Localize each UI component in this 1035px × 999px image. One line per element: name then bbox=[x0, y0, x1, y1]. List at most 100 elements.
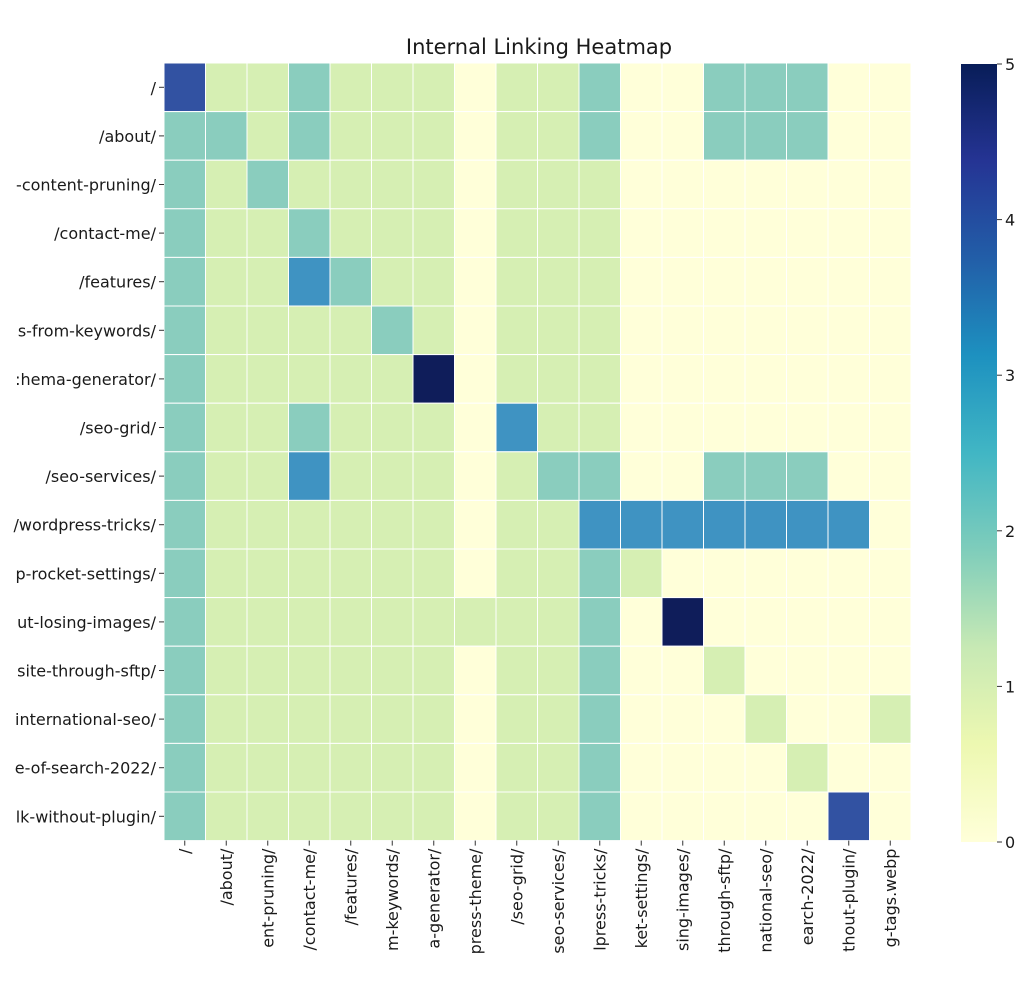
heatmap-cell bbox=[288, 645, 331, 696]
heatmap-cell bbox=[454, 305, 497, 356]
heatmap-cell bbox=[163, 62, 206, 113]
heatmap-cell bbox=[454, 791, 497, 842]
heatmap-cell bbox=[827, 791, 870, 842]
heatmap-cell bbox=[827, 111, 870, 161]
heatmap-cell bbox=[371, 548, 414, 599]
colorbar-tick-label: 4 bbox=[1005, 211, 1015, 230]
heatmap-cell bbox=[620, 354, 663, 404]
heatmap-cell bbox=[786, 694, 829, 744]
heatmap-cell bbox=[371, 111, 414, 161]
heatmap-cell bbox=[495, 354, 538, 404]
heatmap-cell bbox=[869, 354, 912, 404]
heatmap-cell bbox=[620, 499, 663, 550]
heatmap-cell bbox=[371, 499, 414, 550]
row-label: /contact-me/ bbox=[54, 224, 156, 243]
heatmap-cell bbox=[869, 208, 912, 258]
heatmap-cell bbox=[163, 354, 206, 404]
heatmap-cell bbox=[661, 111, 704, 161]
heatmap-cell bbox=[620, 62, 663, 113]
heatmap-cell bbox=[537, 597, 580, 647]
heatmap-cell bbox=[786, 548, 829, 599]
heatmap-cell bbox=[744, 742, 787, 793]
row-label: ut-losing-images/ bbox=[17, 613, 156, 632]
heatmap-cell bbox=[620, 208, 663, 258]
heatmap-cell bbox=[869, 499, 912, 550]
heatmap-cell bbox=[703, 548, 746, 599]
heatmap-cell bbox=[495, 62, 538, 113]
heatmap-cell bbox=[454, 159, 497, 210]
heatmap-cell bbox=[412, 62, 455, 113]
heatmap-cell bbox=[661, 645, 704, 696]
heatmap-cell bbox=[786, 354, 829, 404]
heatmap-cell bbox=[288, 256, 331, 307]
heatmap-cell bbox=[246, 597, 289, 647]
column-label: lpress-tricks/ bbox=[591, 848, 610, 951]
heatmap-cell bbox=[661, 354, 704, 404]
heatmap-cell bbox=[454, 402, 497, 453]
heatmap-cell bbox=[744, 305, 787, 356]
heatmap-cell bbox=[288, 402, 331, 453]
heatmap-cell bbox=[246, 208, 289, 258]
heatmap-cell bbox=[744, 402, 787, 453]
heatmap-cell bbox=[246, 451, 289, 501]
heatmap-cell bbox=[744, 62, 787, 113]
heatmap-cell bbox=[744, 694, 787, 744]
column-label: sing-images/ bbox=[674, 848, 693, 951]
heatmap-cell bbox=[288, 791, 331, 842]
heatmap-cell bbox=[412, 451, 455, 501]
heatmap-cell bbox=[288, 742, 331, 793]
heatmap-cell bbox=[578, 597, 621, 647]
heatmap-cell bbox=[163, 645, 206, 696]
heatmap-cell bbox=[537, 256, 580, 307]
row-label: /wordpress-tricks/ bbox=[14, 516, 157, 535]
heatmap-cell bbox=[163, 159, 206, 210]
column-label: ket-settings/ bbox=[632, 848, 651, 948]
heatmap-cell bbox=[537, 451, 580, 501]
heatmap-cell bbox=[288, 305, 331, 356]
row-label: :hema-generator/ bbox=[15, 370, 157, 389]
heatmap-cell bbox=[412, 597, 455, 647]
heatmap-cell bbox=[537, 159, 580, 210]
colorbar-tick-label: 1 bbox=[1005, 677, 1015, 696]
heatmap-cell bbox=[329, 645, 372, 696]
heatmap-cell bbox=[288, 451, 331, 501]
row-label: /about/ bbox=[99, 127, 157, 146]
heatmap-cell bbox=[869, 256, 912, 307]
heatmap-cell bbox=[371, 402, 414, 453]
heatmap-cell bbox=[661, 305, 704, 356]
heatmap-cell bbox=[412, 645, 455, 696]
heatmap-cell bbox=[163, 597, 206, 647]
heatmap-cell bbox=[454, 354, 497, 404]
heatmap-cell bbox=[703, 208, 746, 258]
heatmap-cell bbox=[869, 548, 912, 599]
heatmap-cell bbox=[537, 499, 580, 550]
heatmap-cell bbox=[578, 111, 621, 161]
heatmap-cell bbox=[744, 791, 787, 842]
heatmap-cell bbox=[620, 451, 663, 501]
heatmap-cell bbox=[246, 694, 289, 744]
heatmap-cell bbox=[329, 451, 372, 501]
heatmap-cell bbox=[703, 451, 746, 501]
heatmap-cell bbox=[329, 159, 372, 210]
heatmap-cell bbox=[329, 402, 372, 453]
heatmap-cell bbox=[869, 645, 912, 696]
heatmap-cell bbox=[454, 548, 497, 599]
colorbar bbox=[961, 64, 997, 842]
row-label: /seo-grid/ bbox=[80, 419, 157, 438]
heatmap-cell bbox=[163, 451, 206, 501]
heatmap-cell bbox=[246, 62, 289, 113]
heatmap-cell bbox=[703, 159, 746, 210]
heatmap-cell bbox=[661, 791, 704, 842]
heatmap-cell bbox=[495, 791, 538, 842]
heatmap-cell bbox=[620, 742, 663, 793]
heatmap-cell bbox=[288, 62, 331, 113]
heatmap-cell bbox=[205, 111, 248, 161]
heatmap-cell bbox=[827, 742, 870, 793]
heatmap-cell bbox=[786, 62, 829, 113]
column-label: a-generator/ bbox=[425, 848, 444, 949]
heatmap-cell bbox=[412, 305, 455, 356]
column-label: ent-pruning/ bbox=[259, 848, 278, 948]
heatmap-cell bbox=[205, 256, 248, 307]
heatmap-cell bbox=[329, 499, 372, 550]
heatmap-cell bbox=[661, 597, 704, 647]
